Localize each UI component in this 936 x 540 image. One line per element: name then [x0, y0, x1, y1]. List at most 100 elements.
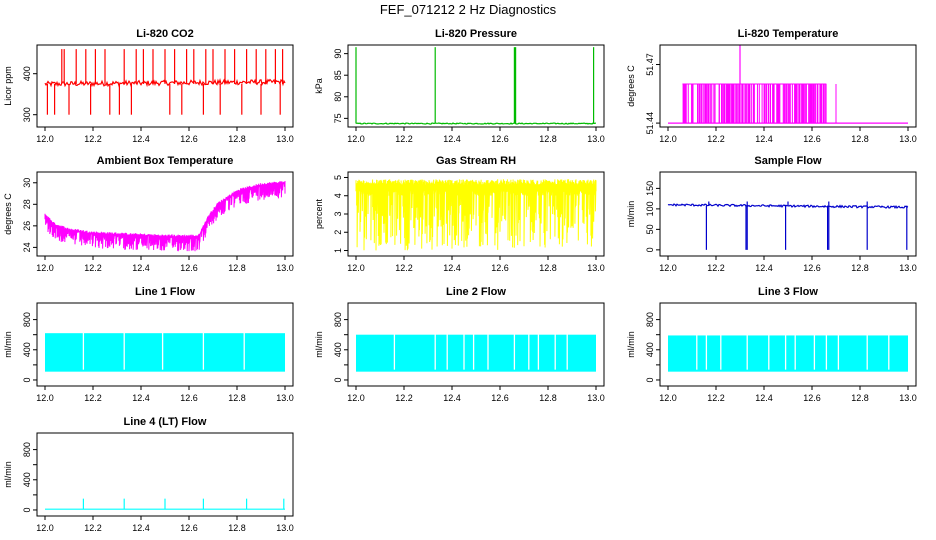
y-tick-label: 50 — [645, 224, 655, 234]
plot-frame — [36, 432, 294, 517]
x-tick-label: 12.0 — [36, 263, 54, 273]
x-tick-label: 12.6 — [803, 263, 821, 273]
panel-title: Ambient Box Temperature — [97, 155, 234, 167]
y-tick-label: 26 — [22, 221, 32, 231]
y-axis-label: ml/min — [314, 331, 324, 358]
x-tick-label: 12.2 — [707, 134, 725, 144]
x-tick-label: 12.0 — [347, 263, 365, 273]
x-tick-label: 12.4 — [443, 134, 461, 144]
x-tick-label: 12.8 — [539, 393, 557, 403]
y-tick-label: 51.47 — [645, 53, 655, 76]
panel-title: Line 1 Flow — [135, 286, 195, 298]
data-series-line — [355, 122, 596, 125]
x-tick-label: 12.6 — [803, 134, 821, 144]
y-axis-label: Licor ppm — [3, 66, 13, 106]
y-tick-label: 85 — [333, 70, 343, 80]
x-tick-label: 12.4 — [132, 263, 150, 273]
x-tick-label: 13.0 — [899, 263, 917, 273]
x-tick-label: 13.0 — [899, 134, 917, 144]
x-tick-label: 13.0 — [276, 523, 294, 533]
y-axis-label: kPa — [314, 78, 324, 94]
x-tick-label: 12.6 — [180, 523, 198, 533]
x-tick-label: 12.8 — [851, 393, 869, 403]
x-tick-label: 13.0 — [587, 263, 605, 273]
panel-title: Sample Flow — [754, 155, 822, 167]
plot-frame — [36, 44, 294, 128]
y-tick-label: 51.44 — [645, 112, 655, 135]
y-axis-label: ml/min — [626, 331, 636, 358]
y-tick-label: 0 — [645, 247, 655, 252]
y-tick-label: 30 — [22, 178, 32, 188]
y-tick-label: 4 — [333, 193, 343, 198]
y-tick-label: 3 — [333, 211, 343, 216]
plot-frame — [659, 171, 917, 257]
y-tick-label: 800 — [333, 312, 343, 327]
y-tick-label: 150 — [645, 181, 655, 196]
y-axis-label: percent — [314, 198, 324, 229]
data-series-line — [44, 180, 286, 252]
x-tick-label: 12.0 — [347, 134, 365, 144]
y-tick-label: 300 — [22, 107, 32, 122]
x-tick-label: 12.2 — [395, 263, 413, 273]
x-tick-label: 12.2 — [395, 393, 413, 403]
plot-frame — [347, 302, 605, 387]
x-tick-label: 13.0 — [276, 134, 294, 144]
panel-title: Line 2 Flow — [446, 286, 506, 298]
y-tick-label: 400 — [22, 342, 32, 357]
x-tick-label: 12.4 — [443, 393, 461, 403]
x-tick-label: 12.4 — [443, 263, 461, 273]
y-tick-label: 0 — [22, 507, 32, 512]
data-band — [356, 334, 596, 372]
x-tick-label: 12.6 — [491, 393, 509, 403]
y-tick-label: 800 — [645, 312, 655, 327]
x-tick-label: 12.4 — [132, 134, 150, 144]
x-tick-label: 13.0 — [276, 263, 294, 273]
y-tick-label: 400 — [645, 342, 655, 357]
y-axis-label: degrees C — [626, 65, 636, 107]
y-tick-label: 24 — [22, 242, 32, 252]
plot-frame — [659, 44, 917, 128]
y-tick-label: 400 — [22, 472, 32, 487]
x-tick-label: 12.8 — [228, 134, 246, 144]
panel-title: Line 3 Flow — [758, 286, 818, 298]
x-tick-label: 12.8 — [228, 393, 246, 403]
y-axis-label: ml/min — [626, 201, 636, 228]
y-tick-label: 90 — [333, 49, 343, 59]
panel-rh: Gas Stream RH percent 12.0 12.2 12.4 12.6 12.8… — [314, 155, 605, 273]
x-tick-label: 13.0 — [276, 393, 294, 403]
x-tick-label: 12.0 — [659, 263, 677, 273]
plot-frame — [659, 302, 917, 387]
x-tick-label: 12.0 — [36, 393, 54, 403]
y-tick-label: 28 — [22, 199, 32, 209]
x-tick-label: 12.8 — [228, 263, 246, 273]
x-tick-label: 12.0 — [347, 393, 365, 403]
y-tick-label: 800 — [22, 312, 32, 327]
x-tick-label: 12.8 — [851, 263, 869, 273]
data-series-line — [355, 179, 597, 251]
y-axis-label: ml/min — [3, 331, 13, 358]
panel-temperature: Li-820 Temperature degrees C 12.0 12.2 12.4 1… — [626, 28, 917, 144]
y-tick-label: 0 — [22, 377, 32, 382]
y-tick-label: 75 — [333, 113, 343, 123]
panel-line3: Line 3 Flow ml/min 12.0 12.2 12.4 12.6 12.8 13.… — [626, 286, 917, 403]
x-tick-label: 12.2 — [84, 263, 102, 273]
x-tick-label: 12.6 — [491, 134, 509, 144]
x-tick-label: 12.0 — [659, 134, 677, 144]
y-tick-label: 800 — [22, 442, 32, 457]
plot-frame — [36, 171, 294, 257]
panel-pressure: Li-820 Pressure kPa 12.0 12.2 12.4 12.6 12.8 13… — [314, 28, 605, 144]
panel-sampleflow: Sample Flow ml/min 12.0 12.2 12.4 12.6 12.8 13.… — [626, 155, 917, 273]
x-tick-label: 12.2 — [395, 134, 413, 144]
panel-title: Li-820 Temperature — [738, 28, 839, 40]
x-tick-label: 12.4 — [755, 393, 773, 403]
y-axis-label: degrees C — [3, 193, 13, 235]
plot-frame — [347, 44, 605, 128]
x-tick-label: 12.6 — [803, 393, 821, 403]
data-band — [668, 335, 908, 372]
x-tick-label: 12.6 — [180, 134, 198, 144]
x-tick-label: 12.2 — [84, 523, 102, 533]
panel-line2: Line 2 Flow ml/min 12.0 12.2 12.4 12.6 12.8 13.… — [314, 286, 605, 403]
y-tick-label: 100 — [645, 201, 655, 216]
x-tick-label: 12.4 — [755, 134, 773, 144]
